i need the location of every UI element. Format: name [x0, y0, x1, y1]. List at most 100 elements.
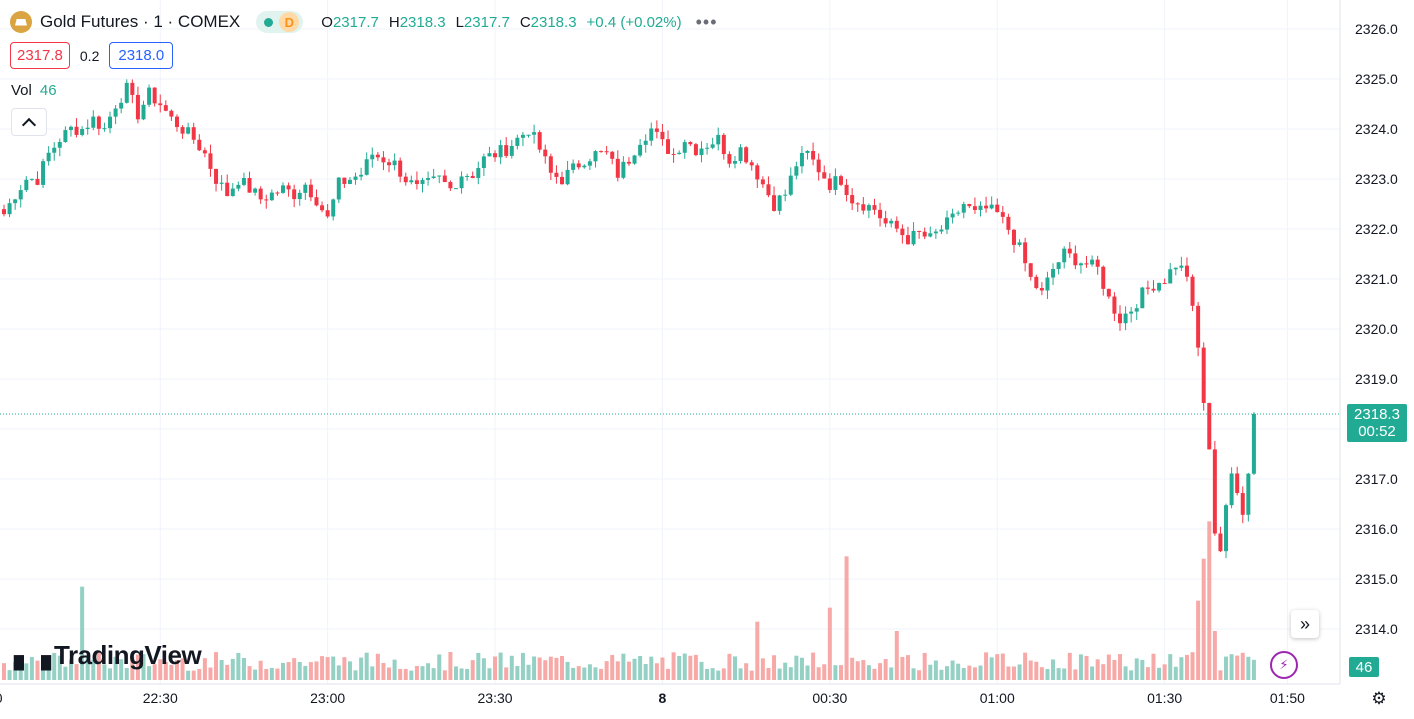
- symbol-title[interactable]: Gold Futures · 1 · COMEX: [40, 12, 241, 31]
- candle-body[interactable]: [889, 220, 894, 224]
- candle-body[interactable]: [1201, 347, 1206, 403]
- candle-body[interactable]: [967, 204, 972, 207]
- candle-body[interactable]: [353, 176, 358, 180]
- candle-body[interactable]: [744, 147, 749, 163]
- candle-body[interactable]: [320, 205, 325, 211]
- candle-body[interactable]: [342, 177, 347, 184]
- candle-body[interactable]: [961, 204, 966, 213]
- sell-price-button[interactable]: 2317.8: [10, 42, 70, 69]
- candle-body[interactable]: [152, 87, 157, 104]
- candle-body[interactable]: [922, 231, 927, 237]
- candle-body[interactable]: [554, 172, 559, 177]
- chart-settings-button[interactable]: ⚙: [1368, 688, 1390, 710]
- candle-body[interactable]: [409, 180, 414, 183]
- candle-body[interactable]: [286, 185, 291, 190]
- candle-body[interactable]: [1140, 287, 1145, 309]
- candle-body[interactable]: [219, 182, 224, 184]
- candle-body[interactable]: [314, 197, 319, 206]
- candle-body[interactable]: [1078, 263, 1083, 266]
- candle-body[interactable]: [1067, 248, 1072, 254]
- candle-body[interactable]: [1118, 313, 1122, 324]
- candle-body[interactable]: [727, 154, 732, 164]
- candle-body[interactable]: [705, 147, 710, 149]
- candle-body[interactable]: [878, 209, 883, 219]
- candle-body[interactable]: [649, 128, 654, 141]
- candle-body[interactable]: [281, 185, 285, 193]
- candle-body[interactable]: [1179, 265, 1184, 268]
- candle-body[interactable]: [180, 127, 185, 134]
- candle-body[interactable]: [258, 188, 263, 200]
- candle-body[interactable]: [7, 203, 12, 215]
- market-status-pill[interactable]: D: [256, 11, 304, 33]
- candle-body[interactable]: [900, 228, 905, 236]
- candle-body[interactable]: [989, 204, 994, 209]
- candle-body[interactable]: [1062, 248, 1067, 263]
- candle-body[interactable]: [431, 176, 436, 179]
- candle-body[interactable]: [1173, 267, 1178, 270]
- candle-body[interactable]: [677, 152, 682, 155]
- candle-body[interactable]: [364, 159, 369, 175]
- candle-body[interactable]: [403, 176, 408, 183]
- candle-body[interactable]: [420, 179, 425, 184]
- candle-body[interactable]: [666, 139, 671, 154]
- candle-body[interactable]: [582, 165, 587, 168]
- candle-body[interactable]: [1023, 242, 1028, 264]
- candle-body[interactable]: [1134, 308, 1139, 312]
- candle-body[interactable]: [465, 175, 470, 177]
- candle-body[interactable]: [905, 235, 910, 245]
- candle-body[interactable]: [208, 153, 213, 169]
- candle-body[interactable]: [1184, 265, 1189, 277]
- candle-body[interactable]: [253, 188, 258, 193]
- candle-body[interactable]: [721, 134, 726, 155]
- candle-body[interactable]: [626, 161, 631, 164]
- buy-price-button[interactable]: 2318.0: [109, 42, 174, 69]
- candle-body[interactable]: [604, 151, 609, 153]
- candle-body[interactable]: [141, 104, 146, 120]
- candle-body[interactable]: [755, 165, 760, 180]
- candle-body[interactable]: [57, 142, 62, 148]
- candle-body[interactable]: [214, 168, 219, 184]
- candle-body[interactable]: [130, 82, 135, 95]
- collapse-legend-button[interactable]: [11, 108, 47, 136]
- candle-body[interactable]: [504, 145, 509, 156]
- candle-body[interactable]: [247, 178, 252, 193]
- candle-body[interactable]: [794, 166, 799, 176]
- candle-body[interactable]: [1145, 287, 1150, 289]
- candle-body[interactable]: [1157, 283, 1162, 291]
- candle-body[interactable]: [46, 152, 51, 162]
- candle-body[interactable]: [68, 126, 73, 131]
- candle-body[interactable]: [660, 131, 665, 140]
- candle-body[interactable]: [1123, 313, 1128, 324]
- candle-body[interactable]: [1235, 473, 1240, 494]
- candle-body[interactable]: [571, 163, 576, 170]
- candle-body[interactable]: [1229, 473, 1234, 506]
- candle-body[interactable]: [749, 162, 754, 166]
- candle-body[interactable]: [816, 159, 821, 173]
- candle-body[interactable]: [1011, 229, 1016, 245]
- candle-body[interactable]: [599, 151, 604, 153]
- candle-body[interactable]: [414, 180, 419, 184]
- candle-body[interactable]: [264, 199, 269, 201]
- candle-body[interactable]: [24, 179, 29, 191]
- candle-body[interactable]: [1196, 305, 1201, 348]
- candle-body[interactable]: [945, 217, 950, 230]
- candle-body[interactable]: [1212, 449, 1217, 534]
- candle-body[interactable]: [197, 139, 202, 151]
- delayed-badge[interactable]: D: [279, 12, 300, 32]
- candle-body[interactable]: [861, 204, 866, 211]
- candle-body[interactable]: [978, 205, 983, 210]
- candle-body[interactable]: [308, 184, 313, 198]
- candle-body[interactable]: [827, 178, 832, 190]
- candle-body[interactable]: [688, 142, 693, 145]
- candle-body[interactable]: [498, 145, 503, 158]
- candle-body[interactable]: [894, 220, 899, 229]
- candle-body[interactable]: [532, 132, 537, 135]
- candle-body[interactable]: [1095, 259, 1100, 267]
- candle-body[interactable]: [191, 127, 196, 140]
- candle-body[interactable]: [850, 195, 855, 204]
- candle-body[interactable]: [269, 192, 274, 201]
- candle-body[interactable]: [671, 153, 676, 155]
- candle-body[interactable]: [576, 163, 581, 168]
- candle-body[interactable]: [74, 126, 79, 135]
